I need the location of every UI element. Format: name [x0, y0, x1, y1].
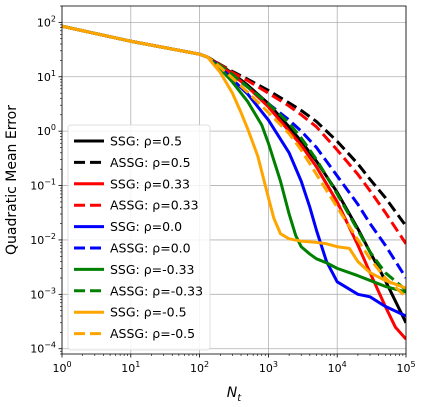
series-line-8 [62, 24, 406, 290]
y-tick-exp: 0 [51, 123, 56, 132]
legend-label-6: SSG: ρ=-0.33 [110, 262, 195, 277]
legend-label-2: SSG: ρ=0.33 [110, 176, 190, 191]
legend-label-1: ASSG: ρ=0.5 [110, 155, 191, 170]
x-tick-exp: 4 [342, 360, 347, 369]
y-tick-exp: −2 [44, 232, 56, 241]
plot-frame [61, 5, 407, 355]
legend: SSG: ρ=0.5 ASSG: ρ=0.5 SSG: ρ=0.33 ASSG: ρ=… [67, 124, 211, 351]
legend-label-8: SSG: ρ=-0.5 [110, 305, 187, 320]
y-tick-exp: −3 [44, 286, 56, 295]
y-tick-base: 10 [37, 16, 51, 29]
x-tick-base: 10 [121, 362, 135, 375]
x-tick-base: 10 [190, 362, 204, 375]
legend-label-7: ASSG: ρ=-0.33 [110, 283, 203, 298]
x-tick-label: 104 [328, 360, 347, 375]
legend-label-5: ASSG: ρ=0.0 [110, 241, 191, 256]
y-tick-base: 10 [30, 288, 44, 301]
x-tick-exp: 3 [273, 360, 278, 369]
y-tick-label: 10−1 [30, 178, 56, 193]
y-tick-label: 101 [37, 69, 56, 84]
y-tick-base: 10 [30, 234, 44, 247]
y-axis-label: Quadratic Mean Error [4, 105, 20, 255]
x-axis-label: Nt [227, 385, 242, 404]
y-tick-label: 100 [37, 123, 56, 138]
x-tick-label: 105 [396, 360, 415, 375]
x-tick-exp: 5 [410, 360, 415, 369]
x-tick-label: 102 [190, 360, 209, 375]
x-tick-label: 100 [52, 360, 71, 375]
y-tick-base: 10 [30, 180, 44, 193]
legend-label-3: ASSG: ρ=0.33 [110, 198, 199, 213]
y-tick-exp: −1 [44, 178, 56, 187]
legend-box [67, 124, 211, 351]
y-tick-exp: 2 [51, 14, 56, 23]
x-tick-exp: 2 [204, 360, 209, 369]
legend-label-9: ASSG: ρ=-0.5 [110, 326, 195, 341]
x-ticks: 100 101 102 103 104 105 [52, 354, 416, 375]
x-axis-label-sub: t [237, 393, 242, 404]
y-tick-base: 10 [30, 343, 44, 356]
x-tick-exp: 0 [66, 360, 71, 369]
x-axis-label-main: N [227, 385, 238, 401]
x-tick-base: 10 [52, 362, 66, 375]
x-tick-base: 10 [328, 362, 342, 375]
y-tick-base: 10 [37, 71, 51, 84]
y-tick-label: 10−2 [30, 232, 56, 247]
x-tick-base: 10 [396, 362, 410, 375]
x-tick-exp: 1 [135, 360, 140, 369]
y-tick-label: 102 [37, 14, 56, 29]
legend-label-4: SSG: ρ=0.0 [110, 219, 182, 234]
legend-label-0: SSG: ρ=0.5 [110, 134, 182, 149]
y-tick-exp: −4 [44, 341, 56, 350]
y-tick-exp: 1 [51, 69, 56, 78]
series-line-9 [62, 24, 406, 298]
series-group [62, 24, 406, 341]
y-tick-base: 10 [37, 125, 51, 138]
x-tick-label: 103 [259, 360, 278, 375]
y-tick-label: 10−3 [30, 286, 56, 301]
y-tick-label: 10−4 [30, 341, 56, 356]
x-tick-base: 10 [259, 362, 273, 375]
x-tick-label: 101 [121, 360, 140, 375]
